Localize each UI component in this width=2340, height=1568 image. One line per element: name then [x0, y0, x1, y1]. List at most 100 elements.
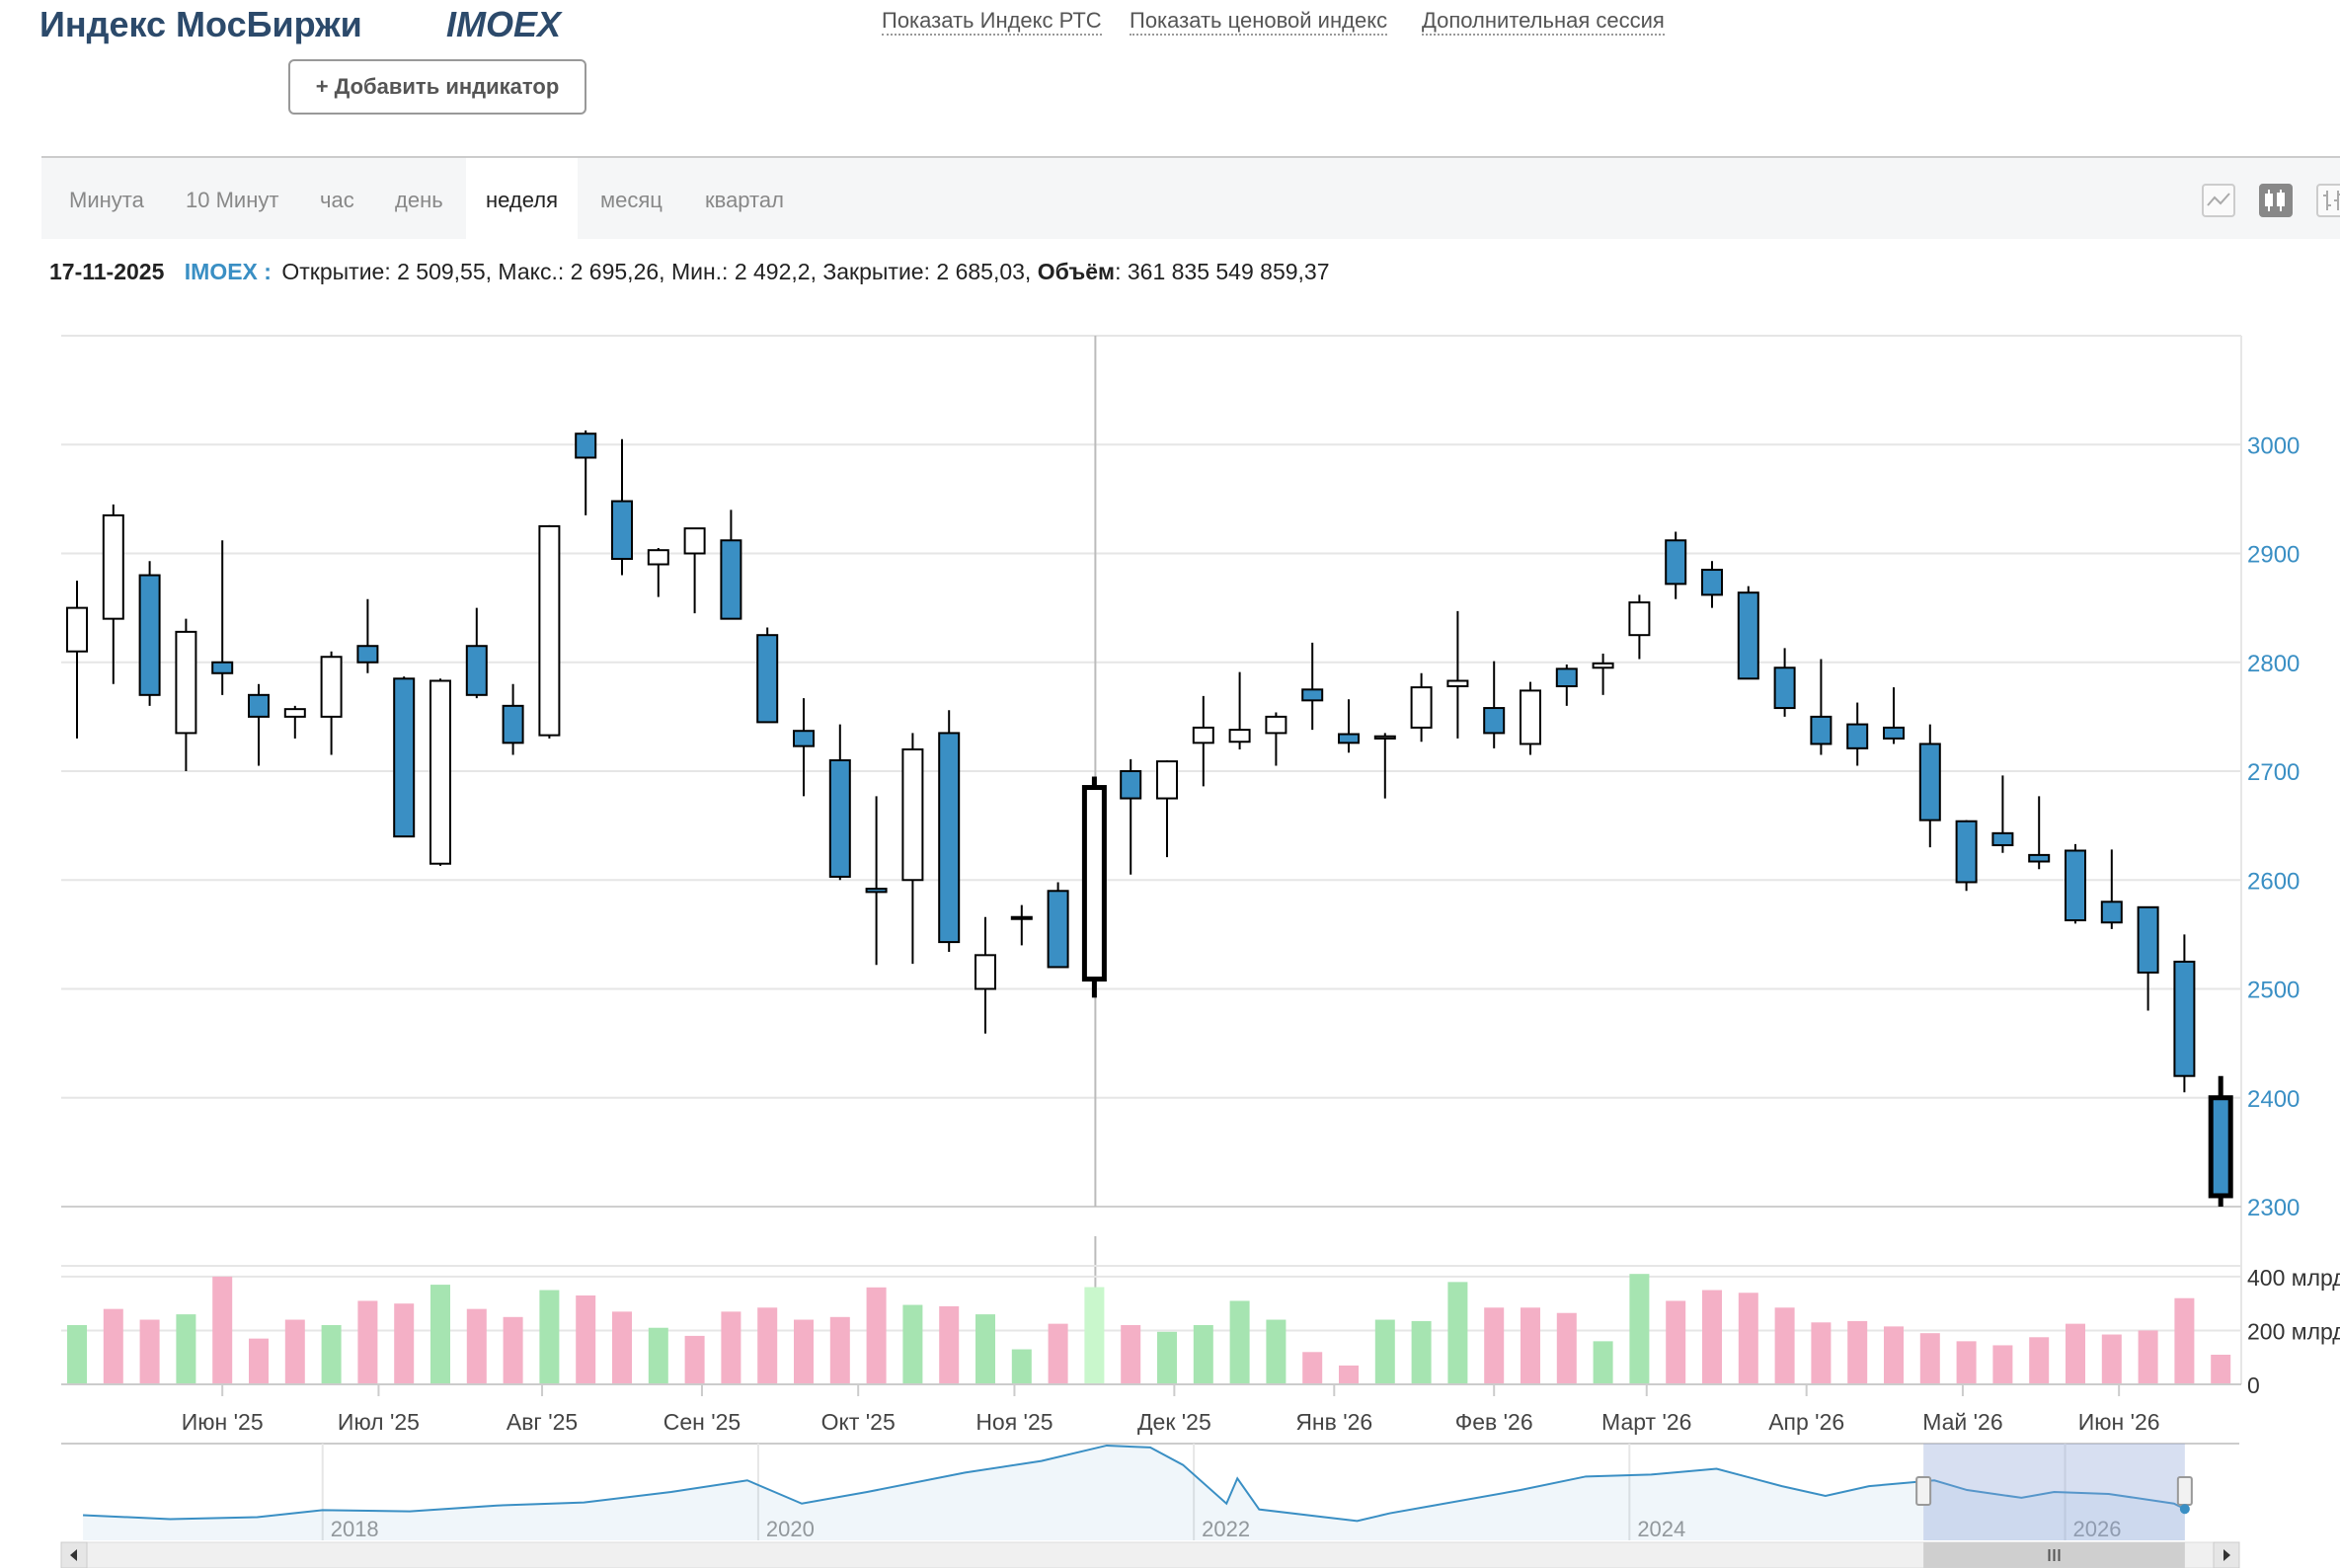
candle-body: [1592, 662, 1614, 669]
ohlc-open-label: Открытие:: [281, 259, 391, 284]
ohlc-low-label: Мин.:: [670, 259, 729, 284]
candle: [2173, 934, 2196, 1093]
volume-bar: [975, 1314, 995, 1384]
tab-week[interactable]: неделя: [466, 158, 578, 239]
navigator-year-label: 2020: [766, 1517, 815, 1541]
volume-bar: [2029, 1337, 2050, 1384]
volume-bar: [2066, 1323, 2085, 1384]
volume-bar: [176, 1314, 196, 1384]
candle-body: [2173, 960, 2196, 1077]
candle-body: [1991, 831, 2014, 846]
price-axis: 2300 2400 2500 2600 2700 2800 2900 3000: [2247, 432, 2300, 1221]
volume-bar: [1956, 1341, 1977, 1384]
price-grid: [61, 335, 2242, 1384]
scroll-left-button[interactable]: [60, 1541, 88, 1568]
candle-body: [865, 888, 888, 894]
candlestick-chart-icon[interactable]: [2259, 184, 2293, 217]
candle: [1120, 758, 1142, 875]
candle: [1810, 659, 1833, 755]
price-tick-label: 2800: [2247, 651, 2300, 677]
volume-bar: [1374, 1319, 1395, 1384]
candle: [1665, 531, 1687, 599]
candle: [356, 598, 379, 673]
candle: [429, 678, 451, 866]
ticker-symbol: IMOEX: [446, 4, 562, 44]
candle: [756, 627, 779, 724]
show-rts-index-link[interactable]: Показать Индекс РТС: [882, 8, 1102, 36]
ohlc-close-value: 2 685,03: [936, 259, 1025, 284]
tab-month[interactable]: месяц: [600, 188, 663, 212]
navigator-handle[interactable]: [2176, 1476, 2193, 1506]
candle: [1410, 672, 1433, 743]
candle: [1338, 699, 1360, 753]
show-price-index-link[interactable]: Показать ценовой индекс: [1130, 8, 1388, 36]
volume-bar: [1157, 1331, 1177, 1384]
candle-body: [102, 513, 124, 620]
candle: [1701, 561, 1723, 608]
volume-bar: [648, 1327, 668, 1384]
candle: [320, 651, 343, 755]
arrow-right-icon: [2223, 1549, 2230, 1561]
tab-hour[interactable]: час: [320, 188, 354, 212]
candle-body: [1301, 688, 1324, 702]
candle-body: [2028, 853, 2051, 863]
candle-body: [1955, 820, 1978, 884]
candle-body: [1120, 770, 1142, 800]
candle-body: [938, 732, 961, 944]
candle-body: [1701, 569, 1723, 596]
candle: [1773, 648, 1796, 717]
price-tick-label: 2900: [2247, 542, 2300, 569]
volume-bar: [612, 1311, 632, 1384]
tab-minute[interactable]: Минута: [69, 188, 144, 212]
volume-tick-label: 400 млрд: [2247, 1265, 2340, 1291]
candle-body: [647, 549, 669, 566]
navigator-selection: [1923, 1444, 2185, 1540]
additional-session-link[interactable]: Дополнительная сессия: [1422, 8, 1665, 36]
month-label: Янв '26: [1295, 1409, 1372, 1435]
volume-bar: [1302, 1352, 1323, 1384]
candle-body: [1810, 715, 1833, 745]
candle-body: [793, 730, 815, 747]
candle: [1483, 661, 1506, 748]
candle-body: [1010, 915, 1033, 920]
candle-body: [283, 708, 306, 718]
volume-bar: [539, 1290, 560, 1384]
candle: [865, 796, 888, 966]
navigator-year-label: 2024: [1637, 1517, 1685, 1541]
volume-tick-label: 200 млрд: [2247, 1318, 2340, 1344]
add-indicator-button[interactable]: + Добавить индикатор: [288, 59, 586, 115]
candle-body: [683, 527, 706, 555]
volume-bar: [249, 1338, 269, 1384]
month-label: Июн '26: [2078, 1409, 2160, 1435]
page-title: Индекс МосБиржи: [39, 4, 362, 44]
volume-bar: [2138, 1330, 2158, 1384]
ohlc-volume-value: 361 835 549 859,37: [1127, 259, 1330, 284]
navigator-line: [83, 1444, 2186, 1523]
candle-body: [2065, 849, 2086, 922]
line-chart-icon[interactable]: [2202, 184, 2235, 217]
candle-body: [1265, 715, 1287, 735]
candle: [1628, 594, 1651, 660]
volume-bar: [67, 1325, 87, 1384]
price-tick-label: 3000: [2247, 432, 2300, 459]
candle-body: [1846, 723, 1869, 749]
price-tick-label: 2500: [2247, 978, 2300, 1004]
navigator-year-label: 2022: [1202, 1517, 1250, 1541]
volume-bar: [1702, 1290, 1722, 1384]
candle-body: [1520, 689, 1541, 745]
candle: [211, 540, 234, 695]
tab-quarter[interactable]: квартал: [705, 188, 784, 212]
month-label: Авг '25: [507, 1409, 578, 1435]
volume-bar: [1593, 1341, 1613, 1384]
candle-body: [320, 656, 343, 718]
candle: [1047, 882, 1069, 969]
navigator-handle[interactable]: [1915, 1476, 1932, 1506]
tab-10-minutes[interactable]: 10 Минут: [186, 188, 279, 212]
month-label: Март '26: [1601, 1409, 1691, 1435]
scroll-right-button[interactable]: [2213, 1541, 2240, 1568]
ohlc-chart-icon[interactable]: [2316, 184, 2340, 217]
tab-day[interactable]: день: [395, 188, 443, 212]
month-label: Май '26: [1922, 1409, 2002, 1435]
navigator-year-label: 2026: [2073, 1517, 2122, 1541]
